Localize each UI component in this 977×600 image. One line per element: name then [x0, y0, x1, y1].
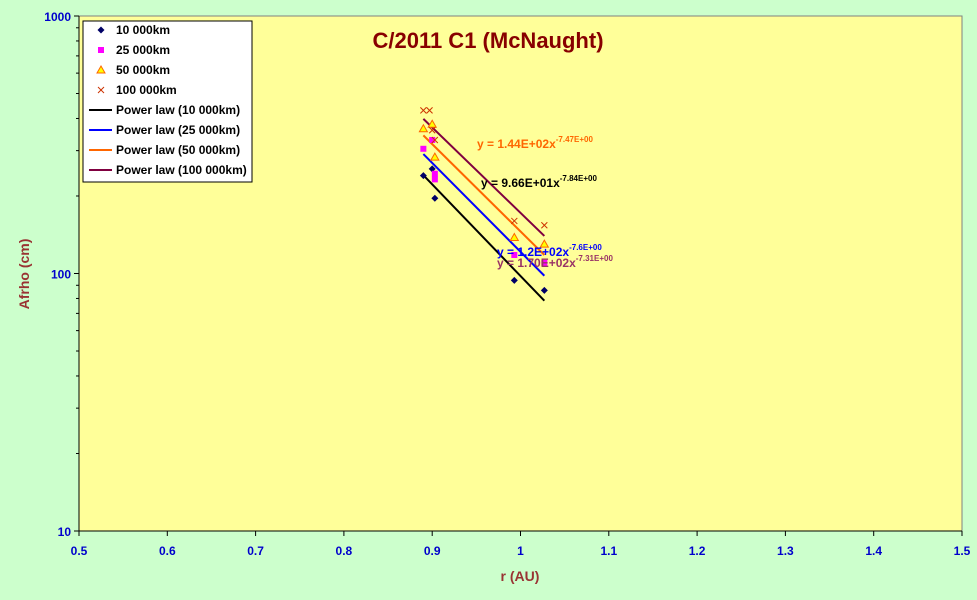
legend-marker — [98, 47, 104, 53]
x-axis-title: r (AU) — [501, 568, 540, 584]
x-tick-label: 1.2 — [689, 544, 706, 558]
fit-equation-exponent: -7.31E+00 — [576, 254, 614, 263]
x-tick-label: 1.4 — [865, 544, 882, 558]
fit-equation: y = 9.66E+01x-7.84E+00 — [481, 174, 597, 190]
fit-line — [422, 118, 546, 237]
y-axis-title: Afrho (cm) — [16, 239, 32, 310]
fit-equation-exponent: -7.47E+00 — [556, 135, 594, 144]
data-point — [540, 221, 548, 229]
y-tick-label: 100 — [51, 268, 71, 282]
data-point — [541, 259, 548, 266]
legend-label: Power law (25 000km) — [116, 123, 240, 137]
legend: 10 000km 25 000km 50 000km 100 000km Power l… — [82, 20, 253, 183]
fit-equation-base: y = 1.44E+02x — [477, 137, 556, 151]
data-point — [510, 217, 518, 225]
data-point — [540, 286, 548, 294]
legend-box — [82, 20, 253, 183]
data-point — [420, 107, 427, 114]
x-marker-stroke — [510, 217, 518, 225]
chart-title: C/2011 C1 (McNaught) — [372, 28, 603, 53]
x-marker-stroke — [540, 221, 548, 229]
legend-label: 100 000km — [116, 83, 177, 97]
x-tick-label: 1.1 — [600, 544, 617, 558]
data-point — [511, 251, 518, 258]
data-point — [420, 145, 427, 152]
x-tick-label: 0.9 — [424, 544, 441, 558]
fit-equation-base: y = 1.70E+02x — [497, 256, 576, 270]
fit-equation-base: y = 1.2E+02x — [497, 245, 569, 259]
legend-label: Power law (10 000km) — [116, 103, 240, 117]
fit-line — [422, 174, 546, 302]
data-point — [419, 172, 427, 180]
data-point — [428, 165, 436, 173]
fit-layer — [422, 118, 546, 302]
data-point — [426, 107, 433, 114]
data-point — [431, 170, 438, 177]
legend-label: Power law (100 000km) — [116, 163, 247, 177]
x-tick-label: 0.7 — [247, 544, 264, 558]
x-tick-label: 0.8 — [336, 544, 353, 558]
data-point — [427, 119, 438, 128]
x-tick-label: 0.5 — [71, 544, 88, 558]
x-marker-stroke — [431, 136, 439, 144]
fit-equation: y = 1.70E+02x-7.31E+00 — [497, 254, 613, 270]
equation-layer: y = 9.66E+01x-7.84E+00 y = 1.2E+02x-7.6E+… — [477, 135, 613, 270]
x-tick-label: 1.3 — [777, 544, 794, 558]
legend-label: 25 000km — [116, 43, 170, 57]
fit-equation-exponent: -7.84E+00 — [560, 174, 598, 183]
data-point — [428, 126, 436, 134]
x-marker-stroke — [426, 107, 433, 114]
legend-label: Power law (50 000km) — [116, 143, 240, 157]
data-point — [431, 194, 439, 202]
data-point — [429, 136, 436, 143]
x-tick-label: 0.6 — [159, 544, 176, 558]
data-point — [429, 152, 440, 161]
x-tick-label: 1.5 — [954, 544, 971, 558]
x-tick-label: 1 — [517, 544, 524, 558]
fit-equation: y = 1.44E+02x-7.47E+00 — [477, 135, 593, 151]
fit-equation: y = 1.2E+02x-7.6E+00 — [497, 243, 602, 259]
y-tick-label: 10 — [58, 525, 72, 539]
fit-equation-base: y = 9.66E+01x — [481, 176, 560, 190]
x-marker-stroke — [420, 107, 427, 114]
fit-equation-exponent: -7.6E+00 — [569, 243, 602, 252]
data-point — [510, 276, 518, 284]
fit-line — [422, 134, 546, 256]
data-point — [509, 232, 520, 241]
legend-marker — [97, 26, 105, 34]
data-point — [431, 136, 439, 144]
legend-label: 50 000km — [116, 63, 170, 77]
data-point — [418, 123, 429, 133]
legend-marker — [96, 64, 106, 74]
y-tick-label: 1000 — [44, 10, 71, 24]
data-point — [539, 239, 550, 248]
legend-marker — [97, 86, 105, 94]
axis-layer: 0.5 0.6 0.7 0.8 0.9 1 1.1 1.2 1.3 1.4 1.5 10 100 1000 — [44, 10, 970, 558]
x-marker-stroke — [97, 86, 105, 94]
marker-layer — [418, 107, 550, 294]
legend-label: 10 000km — [116, 23, 170, 37]
data-point — [431, 176, 438, 183]
fit-line — [422, 153, 546, 277]
x-marker-stroke — [428, 126, 436, 134]
